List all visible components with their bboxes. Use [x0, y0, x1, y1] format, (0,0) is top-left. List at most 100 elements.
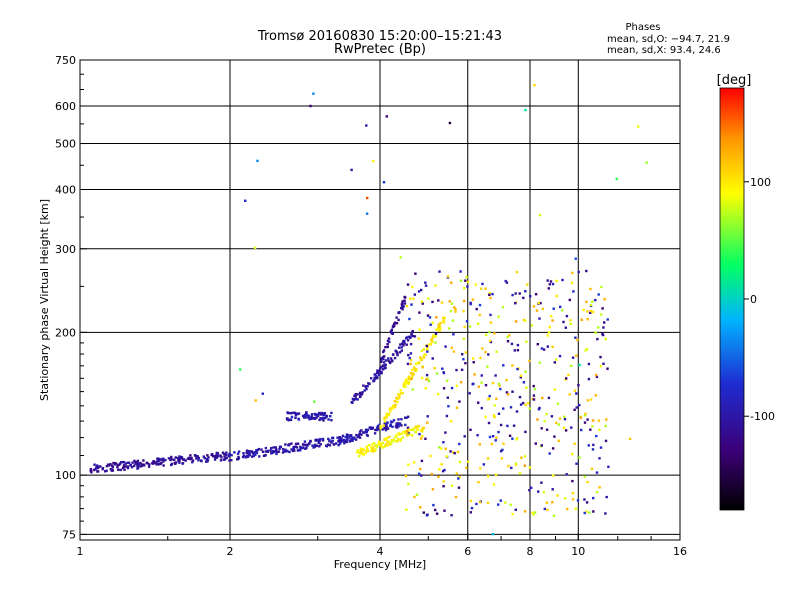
- data-point: [466, 285, 469, 288]
- data-point: [418, 361, 421, 365]
- data-point: [406, 415, 410, 418]
- data-point: [495, 397, 498, 400]
- data-point: [411, 374, 414, 377]
- data-point: [413, 366, 416, 369]
- data-point: [591, 425, 594, 428]
- data-point: [592, 510, 595, 513]
- data-point: [401, 436, 405, 439]
- data-point: [174, 461, 178, 464]
- data-point: [401, 300, 404, 303]
- data-point: [561, 278, 564, 282]
- data-point: [480, 406, 483, 410]
- data-point: [420, 300, 424, 303]
- data-point: [529, 295, 532, 298]
- data-point: [574, 336, 577, 339]
- data-point: [425, 373, 429, 377]
- data-point: [255, 450, 258, 453]
- data-point: [487, 475, 490, 478]
- data-point: [442, 316, 445, 320]
- data-point: [210, 453, 213, 457]
- data-point: [405, 431, 408, 434]
- data-point: [406, 339, 410, 342]
- data-point: [343, 442, 346, 445]
- data-point: [410, 334, 413, 337]
- data-point: [200, 459, 203, 463]
- data-point: [511, 390, 514, 393]
- data-point: [140, 464, 144, 468]
- data-point: [418, 432, 421, 436]
- data-point: [463, 325, 466, 329]
- data-point: [408, 317, 411, 321]
- data-point: [248, 450, 252, 453]
- data-point: [451, 451, 455, 454]
- data-point: [607, 465, 610, 468]
- data-point: [378, 440, 381, 444]
- data-point: [260, 448, 263, 451]
- data-point: [506, 335, 509, 339]
- data-point: [383, 355, 386, 358]
- data-point: [403, 382, 407, 385]
- data-point: [415, 427, 418, 430]
- data-point: [583, 414, 587, 417]
- data-point: [180, 456, 183, 459]
- data-point: [499, 450, 503, 453]
- data-point: [601, 332, 604, 336]
- data-point: [382, 364, 385, 367]
- data-point: [506, 340, 510, 343]
- data-point: [403, 299, 406, 302]
- data-point: [534, 293, 538, 296]
- data-point: [364, 451, 367, 454]
- data-point: [409, 336, 412, 339]
- data-point: [340, 437, 343, 440]
- data-point: [530, 324, 534, 327]
- data-point: [296, 449, 300, 452]
- data-point: [524, 319, 527, 322]
- data-point: [345, 435, 349, 438]
- data-point: [424, 281, 427, 284]
- data-point: [515, 438, 518, 441]
- data-point: [546, 345, 549, 348]
- data-point: [585, 269, 588, 273]
- data-point: [462, 337, 466, 340]
- data-point: [504, 501, 507, 504]
- data-point: [540, 427, 543, 430]
- data-point: [371, 426, 374, 429]
- data-point: [400, 349, 403, 352]
- data-point: [486, 501, 490, 505]
- data-point: [491, 381, 495, 385]
- data-point: [136, 462, 139, 465]
- data-point: [397, 396, 401, 400]
- data-point: [356, 398, 359, 401]
- data-point: [477, 385, 481, 388]
- data-point: [412, 461, 416, 464]
- data-point: [523, 510, 527, 513]
- data-point: [462, 299, 466, 303]
- data-point: [396, 400, 399, 404]
- data-point: [440, 463, 443, 466]
- data-point: [463, 435, 466, 438]
- data-point: [384, 443, 387, 446]
- data-point: [488, 292, 491, 295]
- data-point: [575, 392, 578, 395]
- data-point: [603, 321, 606, 324]
- data-point: [237, 450, 241, 453]
- data-point: [361, 451, 364, 454]
- data-point: [404, 378, 408, 381]
- data-point: [584, 349, 587, 352]
- data-point: [356, 393, 359, 396]
- data-point: [478, 501, 482, 504]
- data-point: [566, 507, 569, 511]
- data-point: [374, 428, 377, 432]
- data-point: [420, 376, 424, 380]
- data-point: [362, 448, 365, 451]
- data-point: [466, 280, 470, 284]
- data-point: [244, 456, 248, 459]
- data-point: [317, 413, 320, 416]
- data-point: [392, 324, 395, 327]
- data-point: [578, 456, 581, 459]
- data-point: [284, 443, 287, 446]
- data-point: [570, 364, 573, 368]
- data-point: [585, 300, 588, 304]
- data-point: [380, 365, 383, 369]
- data-point: [601, 307, 604, 310]
